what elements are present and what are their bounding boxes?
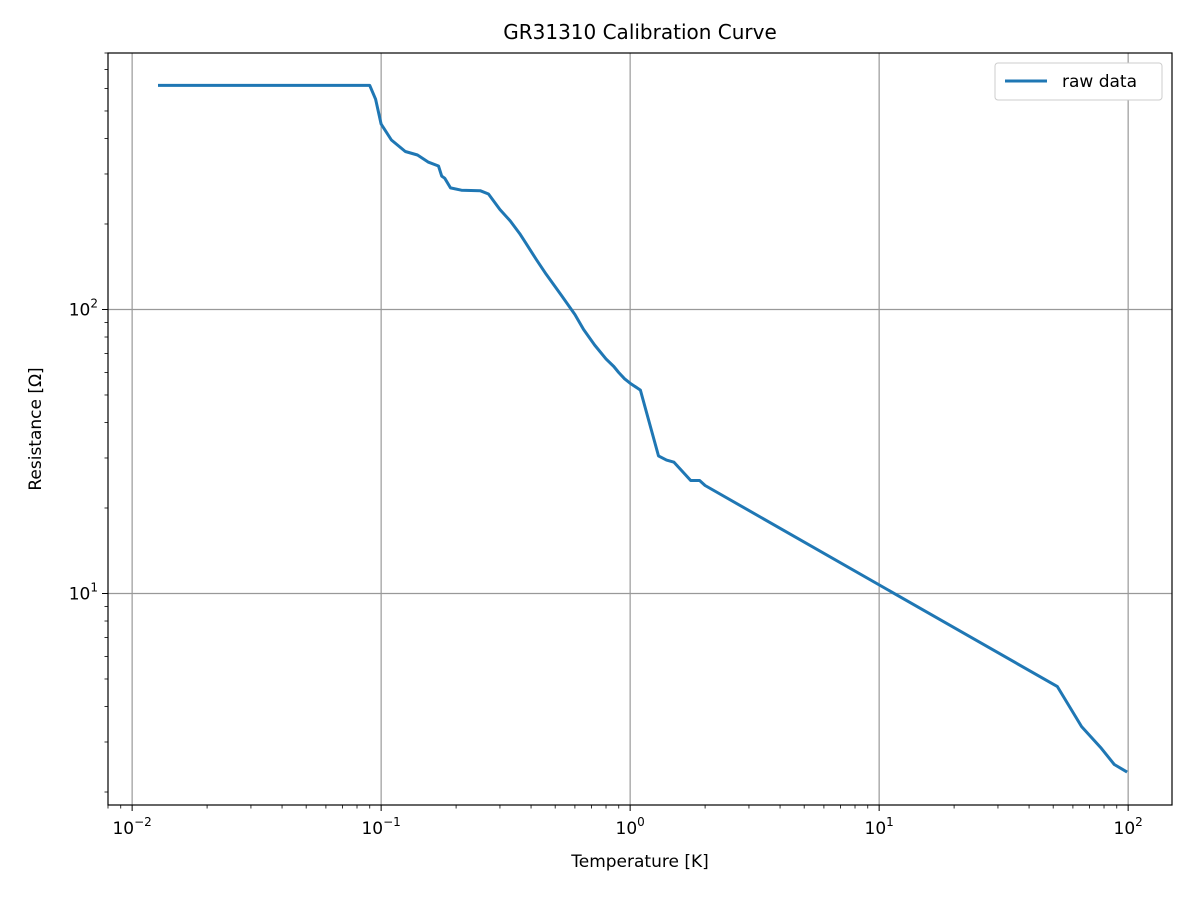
x-tick-exponent: 1 [886, 815, 894, 829]
x-tick-base: 10 [112, 819, 134, 839]
x-tick-label: 10−1 [361, 815, 400, 839]
series-layer [158, 83, 1128, 774]
y-tick-exponent: 1 [90, 580, 98, 594]
y-tick-exponent: 2 [90, 296, 98, 310]
x-tick-base: 10 [1114, 819, 1136, 839]
x-tick-label: 10−2 [112, 815, 151, 839]
legend: raw data [994, 62, 1163, 101]
x-tick-exponent: 2 [1135, 815, 1143, 829]
chart-title: GR31310 Calibration Curve [503, 20, 777, 44]
x-tick-exponent: 0 [637, 815, 645, 829]
legend-label-raw-data: raw data [1062, 72, 1137, 92]
x-tick-base: 10 [616, 819, 638, 839]
x-tick-base: 10 [865, 819, 887, 839]
grid-lines [108, 53, 1172, 805]
series-line-0 [158, 83, 1128, 774]
y-tick-base: 10 [69, 584, 91, 604]
x-tick-exponent: −1 [383, 815, 401, 829]
y-axis-label: Resistance [Ω] [26, 367, 46, 490]
x-tick-label: 101 [865, 815, 894, 839]
x-tick-exponent: −2 [134, 815, 152, 829]
plot-area [108, 53, 1172, 805]
x-tick-label: 100 [616, 815, 645, 839]
y-tick-base: 10 [69, 300, 91, 320]
x-tick-base: 10 [361, 819, 383, 839]
plot-frame [107, 52, 1173, 806]
y-tick-label: 101 [69, 580, 98, 604]
y-tick-label: 102 [69, 296, 98, 320]
x-tick-label: 102 [1114, 815, 1143, 839]
x-axis-label: Temperature [K] [570, 852, 709, 872]
legend-box [994, 62, 1163, 101]
